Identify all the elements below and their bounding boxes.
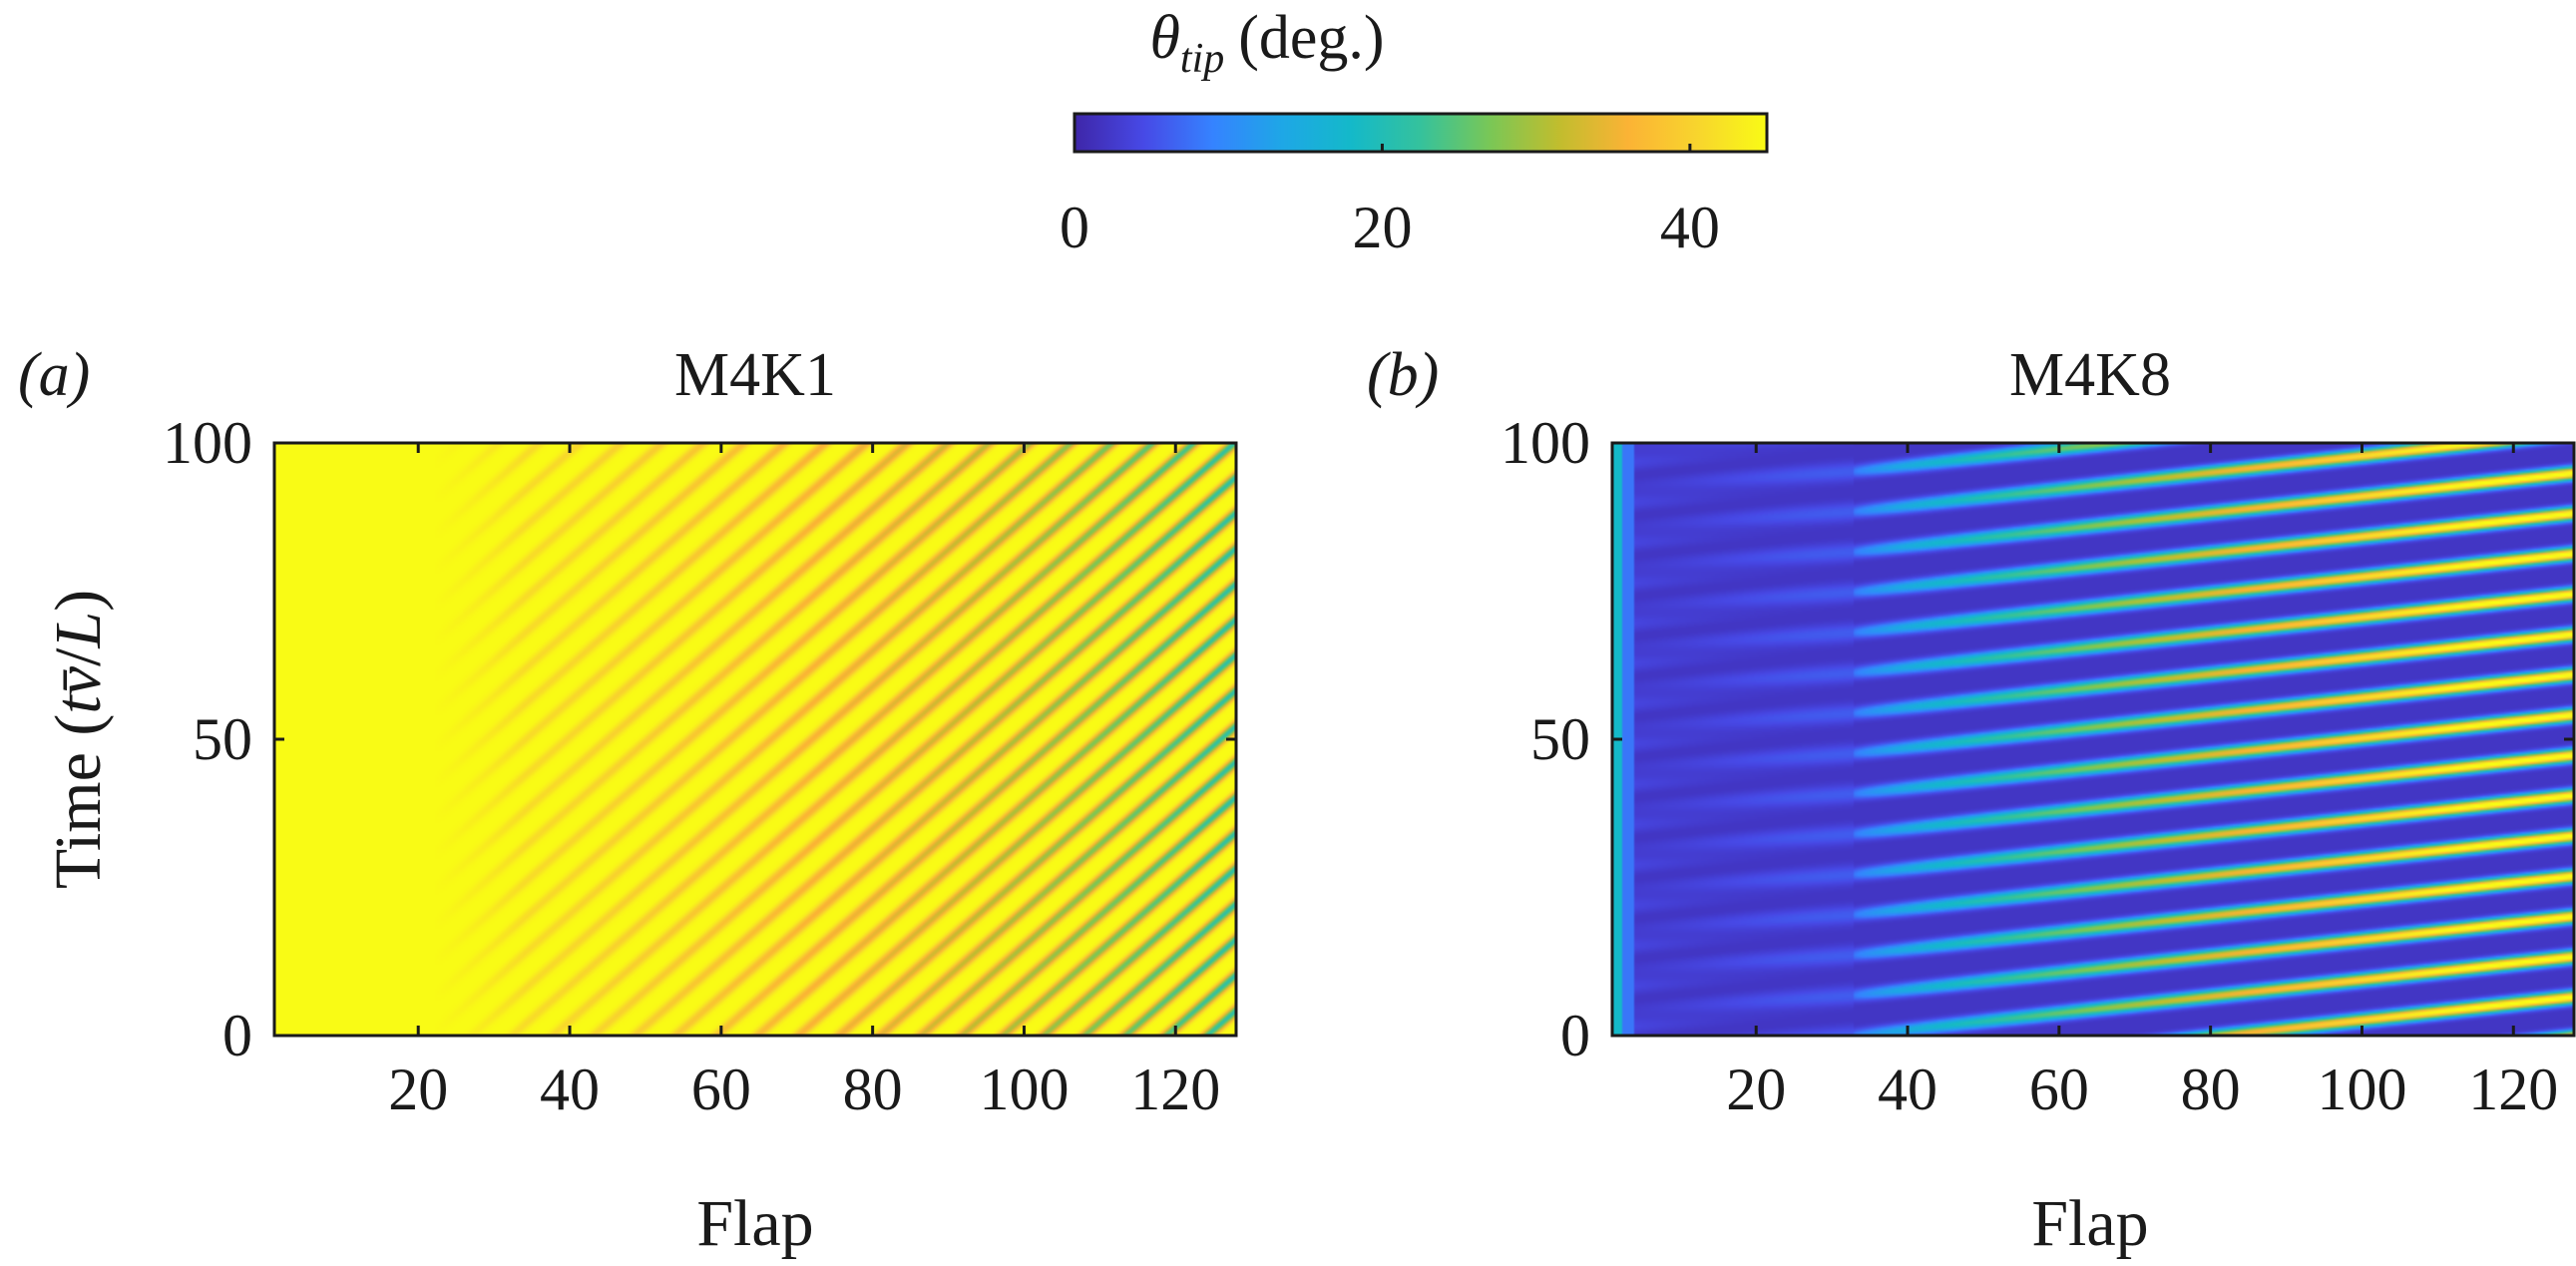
panel-a-letter: (a) xyxy=(18,341,90,409)
panel-b-heatmap xyxy=(1612,443,2574,1036)
panel-a-xtick-label: 60 xyxy=(691,1056,751,1122)
panel-a-ytick-label: 100 xyxy=(163,410,252,476)
colorbar-tick-label: 0 xyxy=(1060,195,1089,260)
panel-b-xtick-label: 120 xyxy=(2468,1056,2558,1122)
panel-b-ytick-label: 50 xyxy=(1530,706,1590,772)
colorbar-label-subscript: tip xyxy=(1180,36,1224,82)
colorbar-label-unit: (deg.) xyxy=(1238,4,1384,72)
panel-b-xtick-label: 40 xyxy=(1878,1056,1937,1122)
colorbar-gradient xyxy=(1073,112,1769,154)
panel-b: (b) M4K8 20 40 60 80 100 120 0 50 100 Flap xyxy=(1367,341,2576,1260)
panel-b-ytick-label: 0 xyxy=(1560,1003,1590,1068)
panel-b-xtick-label: 100 xyxy=(2317,1056,2406,1122)
panel-b-xtick-label: 60 xyxy=(2029,1056,2089,1122)
colorbar: θtip (deg.) 0 20 40 xyxy=(1060,4,1769,260)
panel-a-xtick-label: 20 xyxy=(388,1056,448,1122)
panel-a-xtick-label: 40 xyxy=(540,1056,600,1122)
panel-b-xtick-label: 80 xyxy=(2181,1056,2241,1122)
panel-b-title: M4K8 xyxy=(2009,341,2171,409)
panel-a-title: M4K1 xyxy=(674,341,836,409)
panel-b-xlabel: Flap xyxy=(2031,1187,2148,1260)
panel-a-xtick-label: 100 xyxy=(979,1056,1069,1122)
panel-a-ylabel: Time (tv̄/L) xyxy=(42,590,115,889)
panel-a: (a) M4K1 20 40 60 80 100 120 0 50 100 Flap Time … xyxy=(18,341,1238,1260)
colorbar-label: θtip (deg.) xyxy=(1149,4,1384,82)
colorbar-tick-label: 40 xyxy=(1660,195,1720,260)
colorbar-ticks: 0 20 40 xyxy=(1060,144,1720,260)
panel-b-letter: (b) xyxy=(1367,341,1439,409)
panel-b-xtick-label: 20 xyxy=(1726,1056,1786,1122)
panel-b-axes: 20 40 60 80 100 120 0 50 100 xyxy=(1501,410,2574,1122)
panel-a-heatmap xyxy=(274,443,1236,1036)
panel-a-ytick-label: 0 xyxy=(222,1003,252,1068)
panel-a-xtick-label: 120 xyxy=(1130,1056,1220,1122)
panel-a-xtick-label: 80 xyxy=(843,1056,903,1122)
panel-a-axes: 20 40 60 80 100 120 0 50 100 xyxy=(163,410,1236,1122)
colorbar-tick-label: 20 xyxy=(1352,195,1412,260)
colorbar-label-symbol: θ xyxy=(1149,4,1179,72)
panel-a-ytick-label: 50 xyxy=(193,706,252,772)
panel-a-xlabel: Flap xyxy=(696,1187,813,1260)
panel-b-ytick-label: 100 xyxy=(1501,410,1590,476)
